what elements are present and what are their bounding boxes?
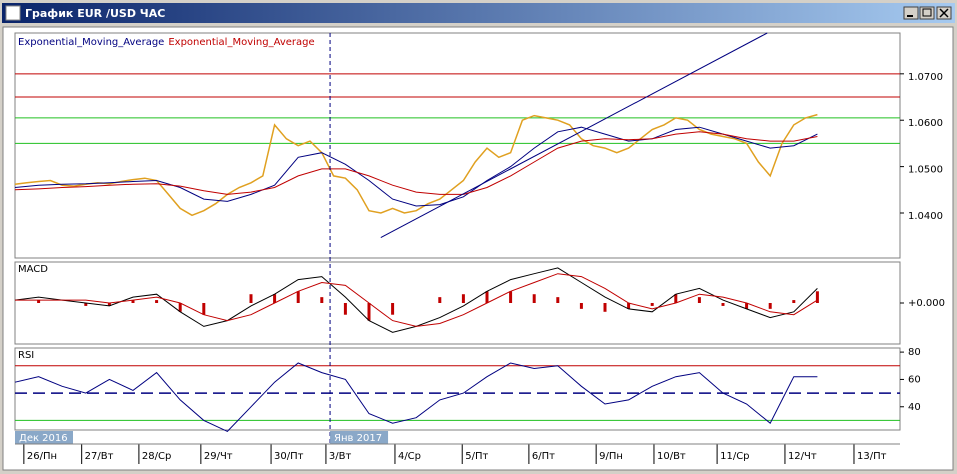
x-tick-label: 9/Пн xyxy=(599,451,623,462)
panel xyxy=(14,32,901,259)
x-tick-label: 26/Пн xyxy=(27,451,57,462)
series-line xyxy=(14,113,818,217)
x-tick-label: 10/Вт xyxy=(657,451,686,462)
y-tick-label: 80 xyxy=(908,347,921,358)
x-tick-label: 29/Чт xyxy=(204,451,233,462)
period-label: Дек 2016 xyxy=(19,433,68,444)
x-tick-label: 11/Ср xyxy=(720,451,749,462)
window-buttons[interactable] xyxy=(903,6,952,20)
x-tick-label: 5/Пт xyxy=(465,451,488,462)
close-glyph xyxy=(939,8,949,18)
series-line xyxy=(14,126,818,207)
y-tick-label: +0.000 xyxy=(908,298,945,309)
period-label-bg xyxy=(15,431,73,444)
title-bar xyxy=(2,3,955,23)
minimize-button[interactable] xyxy=(903,6,919,20)
legend-entry: Exponential_Moving_Average xyxy=(18,37,164,48)
legend-entry: Exponential_Moving_Average xyxy=(168,37,314,48)
y-tick-label: 40 xyxy=(908,402,921,413)
series-line xyxy=(15,273,818,327)
series-line xyxy=(14,362,818,433)
window-title: График EUR /USD ЧАС xyxy=(25,7,165,20)
x-tick-label: 28/Ср xyxy=(142,451,171,462)
y-tick-label: 1.0600 xyxy=(908,118,943,129)
period-label-bg xyxy=(330,431,389,444)
trend-line xyxy=(380,32,768,239)
y-tick-label: 1.0400 xyxy=(908,211,943,222)
y-tick-label: 1.0700 xyxy=(908,72,943,83)
panel-title: MACD xyxy=(18,264,48,275)
app-icon xyxy=(5,5,21,21)
period-label: Янв 2017 xyxy=(334,433,382,444)
x-tick-label: 6/Пт xyxy=(532,451,555,462)
panel xyxy=(14,347,901,431)
x-tick-label: 12/Чт xyxy=(788,451,817,462)
x-tick-label: 3/Вт xyxy=(329,451,352,462)
x-tick-label: 27/Вт xyxy=(85,451,114,462)
x-tick-label: 30/Пт xyxy=(274,451,304,462)
x-tick-label: 13/Пт xyxy=(857,451,887,462)
maximize-glyph xyxy=(922,8,932,17)
x-tick-label: 4/Ср xyxy=(398,451,421,462)
y-tick-label: 1.0500 xyxy=(908,165,943,176)
series-line xyxy=(14,131,818,195)
panel xyxy=(14,261,901,345)
panel-title: RSI xyxy=(18,350,34,361)
y-tick-label: 60 xyxy=(908,374,921,385)
